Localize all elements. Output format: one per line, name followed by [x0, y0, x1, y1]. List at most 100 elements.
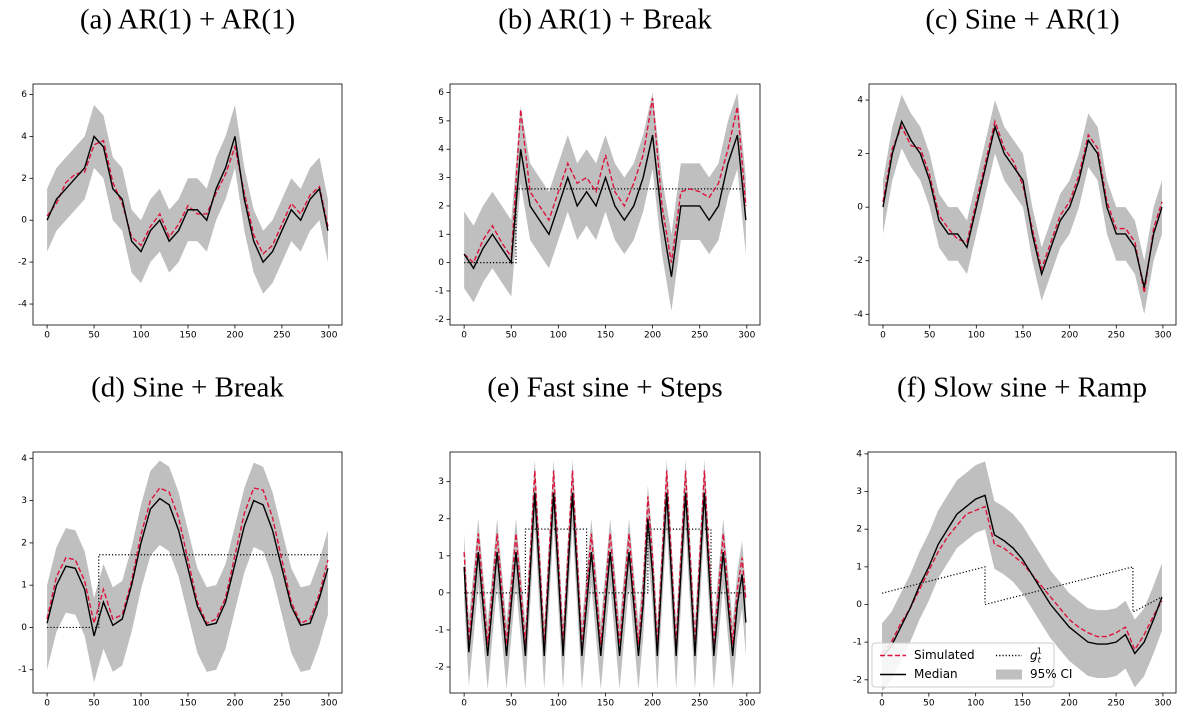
subplot-title: (a) AR(1) + AR(1) — [80, 4, 295, 36]
subplot: (b) AR(1) + Break 0 50 100 150 200 250 300 -2 -1 0… — [435, 4, 761, 341]
simulated-line — [46, 487, 329, 625]
y-tick-label: 0 — [21, 216, 27, 226]
axes-frame — [32, 83, 343, 326]
ci-band — [47, 460, 328, 683]
y-tick-label: 2 — [21, 174, 27, 184]
median-line — [882, 119, 1163, 288]
legend-label: gt1 — [1030, 646, 1042, 664]
subplot: (e) Fast sine + Steps 0 50 100 150 200 250 300 -… — [435, 372, 761, 706]
plot-area — [463, 459, 747, 690]
x-tick-label: 0 — [461, 699, 467, 706]
x-tick-label: 100 — [132, 699, 149, 706]
y-tick-label: -2 — [854, 256, 863, 266]
plot-area — [463, 92, 747, 311]
y-tick-label: 0 — [438, 588, 444, 598]
y-tick-label: 4 — [21, 454, 27, 464]
y-tick-label: -1 — [435, 286, 444, 296]
ci-band — [47, 104, 328, 294]
legend-label: Median — [914, 667, 958, 681]
subplot: (d) Sine + Break 0 50 100 150 200 250 300 -1 0 1 2 3… — [18, 372, 343, 706]
subplot-title: (e) Fast sine + Steps — [487, 372, 722, 404]
x-tick-label: 50 — [924, 331, 936, 341]
x-tick-label: 300 — [320, 699, 337, 706]
y-tick-label: -1 — [18, 665, 27, 675]
x-tick-label: 50 — [88, 699, 100, 706]
subplot-title: (b) AR(1) + Break — [498, 4, 712, 36]
x-tick-label: 150 — [597, 331, 614, 341]
axes-frame — [867, 451, 1177, 694]
legend-label: Simulated — [914, 648, 975, 662]
y-tick-label: 6 — [438, 88, 444, 98]
median-line — [463, 492, 747, 656]
x-tick-label: 150 — [597, 699, 614, 706]
x-tick-label: 200 — [1061, 331, 1078, 341]
y-tick-label: 2 — [21, 538, 27, 548]
component-line — [464, 188, 746, 264]
y-tick-label: -2 — [853, 675, 862, 685]
x-tick-label: 300 — [738, 331, 755, 341]
axes-frame — [32, 451, 343, 694]
y-tick-label: -2 — [18, 258, 27, 268]
x-tick-label: 100 — [132, 331, 149, 341]
x-tick-label: 100 — [550, 699, 567, 706]
x-tick-label: 200 — [644, 699, 661, 706]
y-tick-label: -2 — [435, 663, 444, 673]
y-tick-label: 4 — [21, 132, 27, 142]
x-tick-label: 150 — [179, 699, 196, 706]
y-tick-label: 6 — [21, 90, 27, 100]
x-tick-label: 250 — [1108, 331, 1125, 341]
x-tick-label: 300 — [738, 699, 755, 706]
plot-area — [882, 94, 1163, 315]
x-tick-label: 200 — [226, 699, 243, 706]
x-tick-label: 200 — [644, 331, 661, 341]
x-tick-label: 100 — [550, 331, 567, 341]
x-tick-label: 0 — [44, 331, 50, 341]
x-tick-label: 100 — [967, 699, 984, 706]
x-tick-label: 250 — [273, 331, 290, 341]
subplot-title: (c) Sine + AR(1) — [925, 4, 1119, 36]
y-tick-label: 3 — [438, 173, 444, 183]
subplot: (f) Slow sine + Ramp 0 50 100 150 200 250 300 -2… — [853, 372, 1177, 706]
y-tick-label: 0 — [438, 258, 444, 268]
y-tick-label: 0 — [856, 600, 862, 610]
axes-frame — [449, 451, 761, 694]
x-tick-label: 250 — [691, 699, 708, 706]
y-tick-label: 2 — [438, 514, 444, 524]
ci-band — [464, 92, 746, 311]
x-tick-label: 300 — [1154, 331, 1171, 341]
x-tick-label: 100 — [968, 331, 985, 341]
y-tick-label: -4 — [854, 310, 863, 320]
x-tick-label: 0 — [461, 331, 467, 341]
median-line — [46, 497, 329, 637]
x-tick-label: 150 — [1014, 699, 1031, 706]
y-tick-label: 3 — [21, 496, 27, 506]
simulated-line — [882, 118, 1163, 293]
simulated-line — [463, 470, 747, 645]
legend: Simulated Median gt1 95% CI — [871, 642, 1072, 688]
y-tick-label: 1 — [438, 230, 444, 240]
x-tick-label: 250 — [691, 331, 708, 341]
y-tick-label: 1 — [856, 562, 862, 572]
x-tick-label: 300 — [320, 331, 337, 341]
x-tick-label: 50 — [506, 699, 518, 706]
plot-area — [46, 104, 329, 294]
y-tick-label: 2 — [857, 149, 863, 159]
x-tick-label: 0 — [44, 699, 50, 706]
y-tick-label: 4 — [438, 145, 444, 155]
component-line — [47, 554, 328, 629]
x-tick-label: 150 — [179, 331, 196, 341]
median-line — [463, 134, 747, 277]
x-tick-label: 0 — [879, 699, 885, 706]
legend-label: 95% CI — [1030, 667, 1072, 681]
x-tick-label: 0 — [880, 331, 886, 341]
y-tick-label: -1 — [435, 625, 444, 635]
y-tick-label: -4 — [18, 300, 27, 310]
y-tick-label: 1 — [438, 551, 444, 561]
x-tick-label: 50 — [923, 699, 935, 706]
y-tick-label: 1 — [21, 581, 27, 591]
axes-frame — [868, 83, 1177, 326]
y-tick-label: 2 — [856, 525, 862, 535]
ci-band — [883, 94, 1162, 315]
